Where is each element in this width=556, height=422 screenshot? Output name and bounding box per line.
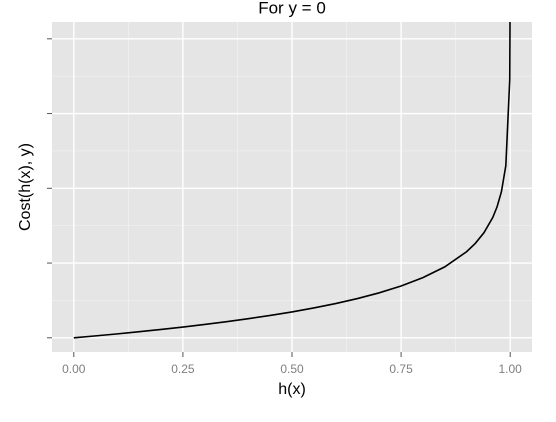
line <box>73 22 511 339</box>
chart-title: For y = 0 <box>258 0 326 17</box>
plot-area <box>73 22 511 339</box>
y-axis-title: Cost(h(x), y) <box>17 143 34 231</box>
x-tick-label: 0.25 <box>171 362 195 376</box>
grid: 0.00 0.25 0.50 0.75 1.00 <box>47 22 532 376</box>
x-tick-label: 0.00 <box>62 362 86 376</box>
x-tick-label: 1.00 <box>499 362 523 376</box>
x-axis-title: h(x) <box>278 381 306 398</box>
x-tick-label: 0.50 <box>280 362 304 376</box>
x-tick-label: 0.75 <box>389 362 413 376</box>
